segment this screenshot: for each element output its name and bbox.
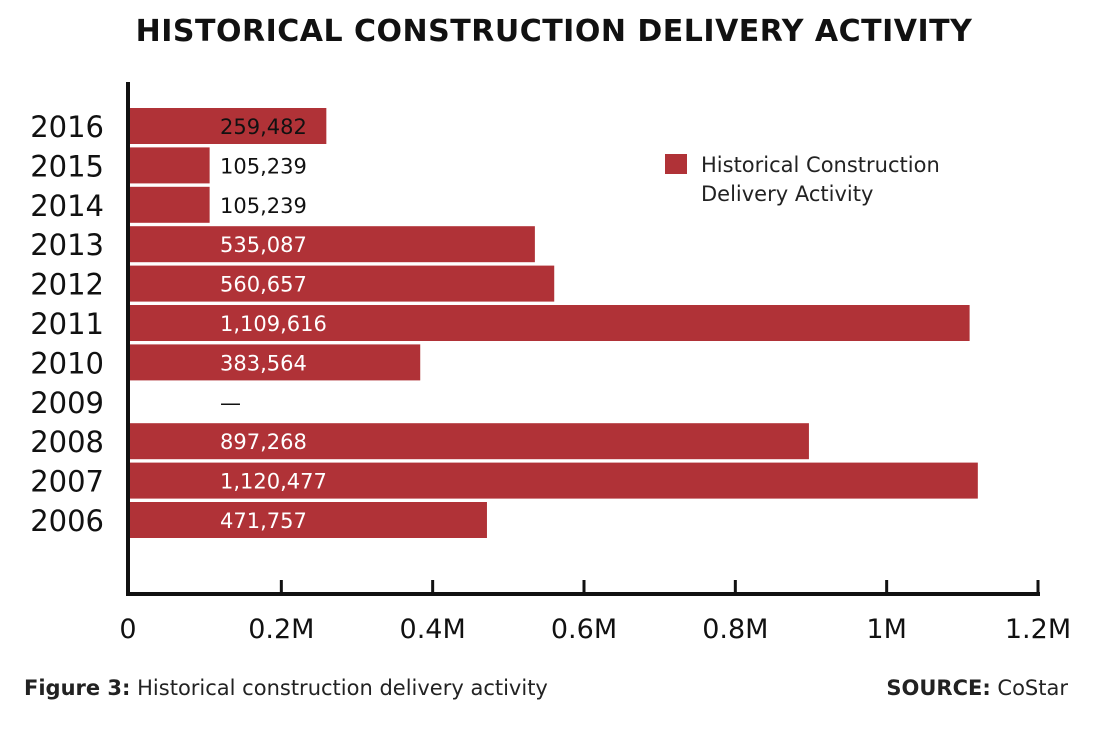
- y-tick-label: 2015: [30, 149, 104, 183]
- data-label: 897,268: [220, 430, 307, 454]
- bar: [130, 147, 210, 184]
- data-label: 105,239: [220, 154, 307, 178]
- bar: [130, 502, 487, 538]
- y-tick-label: 2016: [30, 110, 104, 144]
- y-tick-label: 2007: [30, 465, 104, 499]
- x-tick-label: 0.8M: [702, 614, 768, 645]
- y-tick-label: 2010: [30, 346, 104, 380]
- data-label: 471,757: [220, 509, 307, 533]
- bar: [130, 108, 327, 144]
- x-tick-label: 0: [119, 614, 136, 645]
- legend-label: Delivery Activity: [701, 182, 873, 206]
- bar: [130, 265, 555, 302]
- bar: [130, 344, 421, 381]
- data-label: 560,657: [220, 273, 307, 297]
- x-tick-label: 1.2M: [1005, 614, 1071, 645]
- y-tick-label: 2013: [30, 228, 104, 262]
- data-label: 535,087: [220, 233, 307, 257]
- chart-title: HISTORICAL CONSTRUCTION DELIVERY ACTIVIT…: [135, 14, 973, 49]
- bar: [130, 226, 535, 263]
- x-tick-label: 0.2M: [248, 614, 314, 645]
- data-label: 383,564: [220, 351, 307, 375]
- data-label: 1,120,477: [220, 470, 327, 494]
- y-tick-label: 2008: [30, 425, 104, 459]
- x-tick-label: 1M: [866, 614, 906, 645]
- figure-caption: Figure 3: Historical construction delive…: [24, 676, 548, 700]
- source-text: CoStar: [997, 676, 1068, 700]
- bar: [130, 423, 809, 460]
- bar: [130, 186, 210, 223]
- bar: [130, 305, 970, 341]
- source-note: SOURCE: CoStar: [886, 676, 1068, 700]
- data-label: 105,239: [220, 194, 307, 218]
- data-label: —: [220, 391, 241, 415]
- figure-caption-label: Figure 3:: [24, 676, 131, 700]
- y-tick-label: 2009: [30, 386, 104, 420]
- y-tick-label: 2012: [30, 268, 104, 302]
- legend-swatch: [665, 154, 687, 174]
- x-tick-label: 0.4M: [400, 614, 466, 645]
- y-tick-label: 2006: [30, 504, 104, 538]
- data-label: 259,482: [220, 115, 307, 139]
- figure-caption-text: Historical construction delivery activit…: [137, 676, 548, 700]
- data-label: 1,109,616: [220, 312, 327, 336]
- bar: [130, 462, 978, 499]
- y-tick-label: 2014: [30, 189, 104, 223]
- legend-label: Historical Construction: [701, 153, 940, 177]
- y-tick-label: 2011: [30, 307, 104, 341]
- x-tick-label: 0.6M: [551, 614, 617, 645]
- source-label: SOURCE:: [886, 676, 991, 700]
